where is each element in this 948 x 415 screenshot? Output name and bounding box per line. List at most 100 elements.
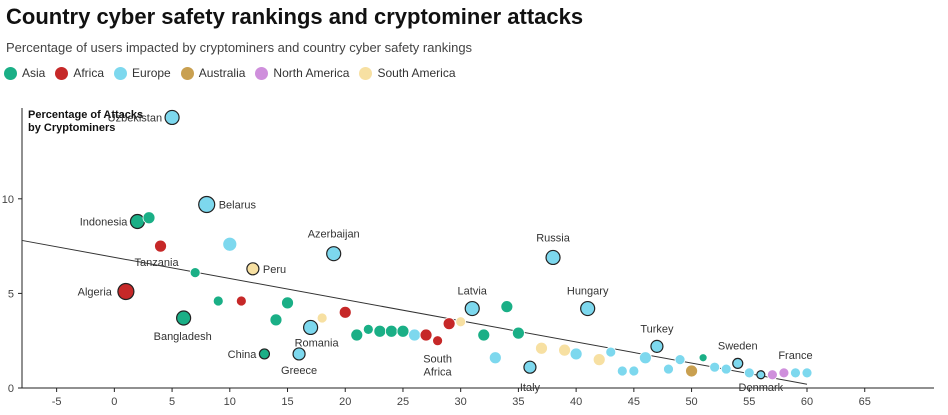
x-tick-label: 50 xyxy=(685,396,697,408)
data-point-indonesia xyxy=(129,213,146,230)
data-label-azerbaijan: Azerbaijan xyxy=(308,229,360,241)
data-point-point-49 xyxy=(709,361,721,373)
data-point-greece xyxy=(292,347,306,361)
data-label-turkey: Turkey xyxy=(640,323,674,335)
legend-item-north-america: North America xyxy=(255,66,349,80)
data-point-belarus xyxy=(198,195,216,214)
legend-label: Asia xyxy=(22,66,46,80)
data-point-point-45 xyxy=(663,363,674,375)
x-tick-label: 0 xyxy=(111,396,117,408)
legend-swatch xyxy=(359,66,373,80)
x-tick-label: 40 xyxy=(570,396,582,408)
data-point-point-28 xyxy=(455,316,467,328)
data-label-tanzania: Tanzania xyxy=(135,257,180,269)
legend-label: Africa xyxy=(73,66,105,80)
data-point-tanzania xyxy=(154,239,167,253)
data-point-bangladesh xyxy=(176,310,192,326)
data-point-point-47 xyxy=(685,364,698,378)
legend-item-south-america: South America xyxy=(359,66,456,80)
legend-item-australia: Australia xyxy=(180,66,246,80)
data-point-point-14 xyxy=(269,313,283,327)
data-point-italy xyxy=(523,360,537,374)
data-label-hungary: Hungary xyxy=(567,286,609,298)
data-point-point-19 xyxy=(350,328,364,342)
data-point-point-24 xyxy=(408,328,421,342)
data-point-point-37 xyxy=(569,347,583,361)
data-point-point-36 xyxy=(558,343,571,357)
data-point-point-52 xyxy=(743,367,755,379)
legend-item-asia: Asia xyxy=(4,66,45,80)
data-point-point-55 xyxy=(778,367,790,379)
data-label-bangladesh: Bangladesh xyxy=(154,331,212,343)
chart-subtitle: Percentage of users impacted by cryptomi… xyxy=(6,40,473,55)
data-label-romania: Romania xyxy=(295,337,340,349)
legend-item-africa: Africa xyxy=(55,66,104,80)
data-label-russia: Russia xyxy=(536,232,571,244)
legend-swatch xyxy=(255,66,269,80)
data-label-china: China xyxy=(228,349,258,361)
data-label-denmark: Denmark xyxy=(739,382,784,394)
x-tick-label: 55 xyxy=(743,396,755,408)
data-point-point-39 xyxy=(592,353,606,367)
data-point-point-18 xyxy=(338,305,352,319)
legend-label: North America xyxy=(273,66,350,80)
data-point-uzbekistan xyxy=(164,109,180,126)
data-point-point-3 xyxy=(142,211,156,225)
data-point-point-32 xyxy=(500,300,514,314)
data-point-point-40 xyxy=(605,346,617,358)
legend-label: South America xyxy=(377,66,456,80)
data-label-indonesia: Indonesia xyxy=(80,217,129,229)
y-tick-label: 10 xyxy=(2,194,14,206)
x-tick-label: 10 xyxy=(224,396,236,408)
x-tick-label: 20 xyxy=(339,396,351,408)
data-point-point-23 xyxy=(396,324,410,338)
data-label-belarus: Belarus xyxy=(219,199,257,211)
data-point-denmark xyxy=(756,370,766,380)
data-point-france xyxy=(790,367,801,379)
x-tick-label: 60 xyxy=(801,396,813,408)
data-point-point-46 xyxy=(674,354,686,366)
legend-label: Australia xyxy=(198,66,246,80)
y-axis-title: Percentage of Attacks by Cryptominers xyxy=(28,109,143,134)
data-point-point-57 xyxy=(801,367,813,379)
data-point-point-50 xyxy=(720,363,732,375)
legend-item-europe: Europe xyxy=(114,66,171,80)
data-point-point-31 xyxy=(488,351,502,365)
x-tick-label: 25 xyxy=(397,396,409,408)
x-tick-label: -5 xyxy=(52,396,62,408)
data-label-uzbekistan: Uzbekistan xyxy=(108,112,162,124)
data-point-point-11 xyxy=(212,295,224,307)
data-point-azerbaijan xyxy=(326,246,342,262)
data-point-russia xyxy=(545,249,561,266)
y-tick-label: 5 xyxy=(8,288,14,300)
data-point-point-27 xyxy=(442,317,456,331)
data-point-south-africa xyxy=(432,335,443,347)
data-point-point-20 xyxy=(362,323,374,335)
data-point-turkey xyxy=(650,339,664,353)
legend-label: Europe xyxy=(132,66,171,80)
legend-swatch xyxy=(114,66,128,80)
data-point-point-15 xyxy=(281,296,294,310)
data-point-point-12 xyxy=(235,295,247,307)
data-label-latvia: Latvia xyxy=(458,286,488,298)
data-label-algeria: Algeria xyxy=(78,287,113,299)
data-point-point-33 xyxy=(512,326,525,340)
x-tick-label: 45 xyxy=(628,396,640,408)
data-point-point-42 xyxy=(628,365,640,377)
data-point-point-22 xyxy=(385,324,398,338)
data-point-point-25 xyxy=(419,328,433,342)
x-tick-label: 65 xyxy=(859,396,871,408)
data-label-sweden: Sweden xyxy=(718,340,758,352)
y-tick-label: 0 xyxy=(8,383,14,395)
data-label-france: France xyxy=(778,350,812,362)
data-point-point-54 xyxy=(766,369,778,381)
legend-swatch xyxy=(4,66,17,80)
x-tick-label: 35 xyxy=(512,396,524,408)
data-label-south-africa: South Africa xyxy=(423,354,452,379)
data-point-peru xyxy=(246,262,260,276)
legend: Asia Africa Europe Australia North America So… xyxy=(4,66,466,80)
chart-title: Country cyber safety rankings and crypto… xyxy=(6,4,584,29)
data-point-china xyxy=(258,348,271,360)
data-point-point-43 xyxy=(638,351,652,365)
